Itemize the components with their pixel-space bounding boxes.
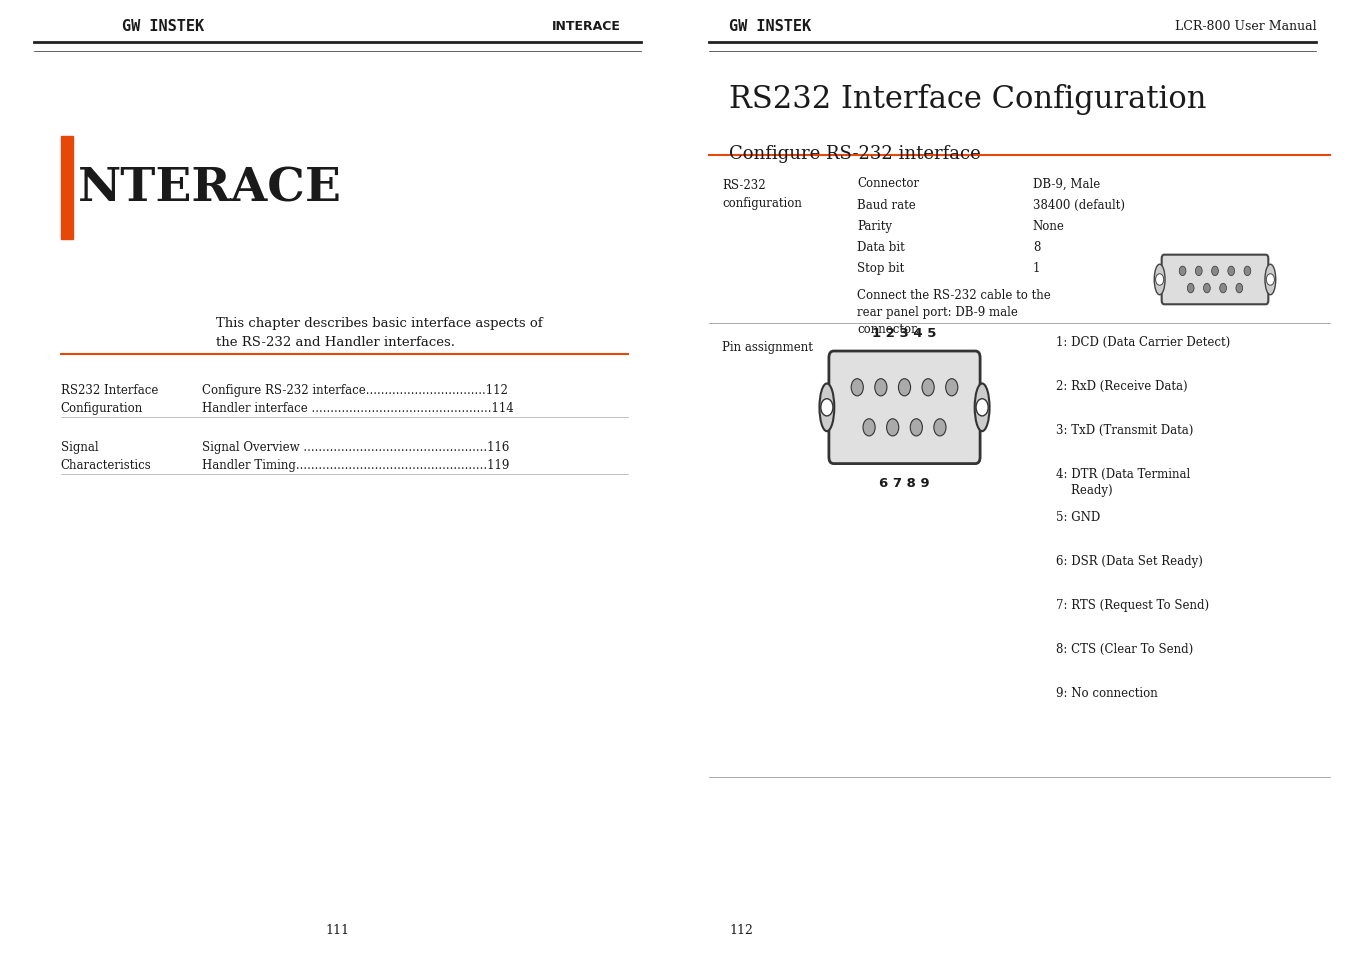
Text: 2: RxD (Receive Data): 2: RxD (Receive Data)	[1056, 379, 1188, 393]
Text: Stop bit: Stop bit	[857, 262, 904, 275]
Text: Data bit: Data bit	[857, 241, 904, 254]
Circle shape	[922, 379, 934, 396]
Text: 8: CTS (Clear To Send): 8: CTS (Clear To Send)	[1056, 642, 1193, 656]
Text: This chapter describes basic interface aspects of
the RS-232 and Handler interfa: This chapter describes basic interface a…	[216, 316, 543, 349]
Text: RS-232
configuration: RS-232 configuration	[722, 179, 802, 210]
Text: NTERACE: NTERACE	[78, 166, 342, 212]
Circle shape	[976, 399, 988, 416]
Text: 5: GND: 5: GND	[1056, 511, 1100, 524]
Text: 1: 1	[1033, 262, 1040, 275]
Circle shape	[1227, 267, 1234, 276]
Text: GW INSTEK: GW INSTEK	[122, 19, 204, 34]
Circle shape	[1245, 267, 1250, 276]
Circle shape	[1156, 274, 1164, 286]
Text: Connector: Connector	[857, 177, 919, 191]
Circle shape	[1204, 284, 1211, 294]
FancyBboxPatch shape	[829, 352, 980, 464]
Text: Configure RS-232 interface: Configure RS-232 interface	[729, 145, 980, 163]
Text: GW INSTEK: GW INSTEK	[729, 19, 811, 34]
Text: Configure RS-232 interface................................112
Handler interface : Configure RS-232 interface..............…	[202, 383, 514, 414]
Text: 9: No connection: 9: No connection	[1056, 686, 1158, 700]
Text: LCR-800 User Manual: LCR-800 User Manual	[1174, 20, 1316, 33]
Circle shape	[1196, 267, 1203, 276]
Circle shape	[934, 419, 946, 436]
Circle shape	[887, 419, 899, 436]
Text: 6: DSR (Data Set Ready): 6: DSR (Data Set Ready)	[1056, 555, 1203, 568]
Text: 111: 111	[325, 923, 350, 936]
Text: 38400 (default): 38400 (default)	[1033, 199, 1125, 213]
Ellipse shape	[975, 384, 990, 432]
Text: 1: DCD (Data Carrier Detect): 1: DCD (Data Carrier Detect)	[1056, 335, 1231, 349]
Circle shape	[850, 379, 864, 396]
Circle shape	[863, 419, 875, 436]
Ellipse shape	[819, 384, 834, 432]
Text: 112: 112	[729, 923, 753, 936]
Text: 1 2 3 4 5: 1 2 3 4 5	[872, 326, 937, 339]
Text: 3: TxD (Transmit Data): 3: TxD (Transmit Data)	[1056, 423, 1193, 436]
Text: 8: 8	[1033, 241, 1040, 254]
Circle shape	[1180, 267, 1185, 276]
Text: RS232 Interface
Configuration: RS232 Interface Configuration	[61, 383, 158, 414]
Ellipse shape	[1154, 265, 1165, 295]
Text: DB-9, Male: DB-9, Male	[1033, 177, 1100, 191]
Circle shape	[899, 379, 910, 396]
Circle shape	[1219, 284, 1226, 294]
Text: Signal
Characteristics: Signal Characteristics	[61, 440, 151, 471]
Text: INTERACE: INTERACE	[552, 20, 621, 33]
Text: 6 7 8 9: 6 7 8 9	[879, 476, 930, 490]
Text: Pin assignment: Pin assignment	[722, 340, 813, 354]
Text: Connect the RS-232 cable to the
rear panel port: DB-9 male
connector.: Connect the RS-232 cable to the rear pan…	[857, 289, 1052, 335]
Text: Signal Overview .................................................116
Handler Tim: Signal Overview ........................…	[202, 440, 510, 471]
Circle shape	[1187, 284, 1193, 294]
FancyBboxPatch shape	[1161, 255, 1269, 305]
Text: RS232 Interface Configuration: RS232 Interface Configuration	[729, 84, 1207, 114]
Circle shape	[1266, 274, 1274, 286]
Bar	[61, 137, 73, 240]
Text: 4: DTR (Data Terminal
    Ready): 4: DTR (Data Terminal Ready)	[1056, 467, 1191, 497]
Text: 7: RTS (Request To Send): 7: RTS (Request To Send)	[1056, 598, 1210, 612]
Circle shape	[1212, 267, 1218, 276]
Ellipse shape	[1265, 265, 1276, 295]
Text: None: None	[1033, 220, 1065, 233]
Circle shape	[1237, 284, 1243, 294]
Text: Baud rate: Baud rate	[857, 199, 917, 213]
Circle shape	[910, 419, 922, 436]
Text: Parity: Parity	[857, 220, 892, 233]
Circle shape	[875, 379, 887, 396]
Circle shape	[945, 379, 958, 396]
Circle shape	[821, 399, 833, 416]
